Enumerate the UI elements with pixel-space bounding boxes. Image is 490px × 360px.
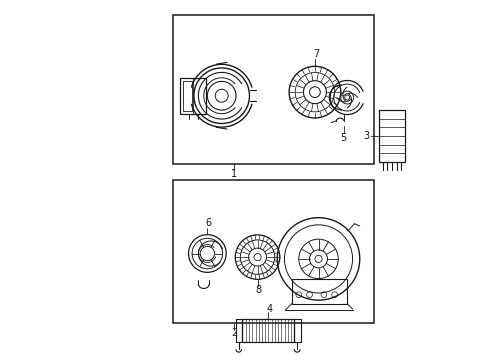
Bar bbox=[173, 180, 374, 323]
Text: 3: 3 bbox=[363, 131, 369, 141]
Bar bbox=[379, 110, 405, 162]
Bar bbox=[294, 319, 301, 342]
Text: 7: 7 bbox=[314, 49, 320, 59]
Text: 2: 2 bbox=[231, 328, 237, 338]
Bar bbox=[183, 81, 192, 111]
Text: 4: 4 bbox=[267, 304, 272, 314]
Bar bbox=[180, 78, 205, 114]
Bar bbox=[243, 319, 294, 342]
Text: 5: 5 bbox=[341, 133, 347, 143]
Bar bbox=[173, 15, 374, 164]
Text: 8: 8 bbox=[256, 285, 262, 296]
Text: 1: 1 bbox=[231, 169, 237, 179]
Bar bbox=[292, 279, 347, 304]
Text: 6: 6 bbox=[205, 219, 212, 228]
Bar bbox=[236, 319, 243, 342]
